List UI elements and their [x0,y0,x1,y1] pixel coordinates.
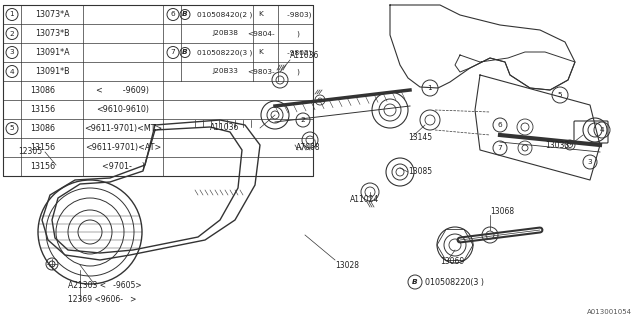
Text: A11036: A11036 [290,51,319,60]
Text: ): ) [291,30,301,37]
Text: 3: 3 [10,50,14,55]
Text: 4: 4 [10,68,14,75]
Text: J20B33: J20B33 [212,68,238,75]
Bar [3,5,313,176]
Text: 010508220(3 ): 010508220(3 ) [425,277,484,286]
Text: A7068: A7068 [296,142,321,151]
Text: B: B [412,279,418,285]
Text: 13156: 13156 [31,105,56,114]
Text: <9701-    ): <9701- ) [102,162,145,171]
Text: 7: 7 [498,145,502,151]
Text: 13085: 13085 [408,167,432,177]
Text: 010508220(3 ): 010508220(3 ) [197,49,253,56]
Text: 1: 1 [428,85,433,91]
Text: A11036: A11036 [210,124,239,132]
Text: 13068: 13068 [490,207,514,217]
Text: B: B [182,50,188,55]
Text: 13086: 13086 [31,86,56,95]
Text: <9611-9701)<AT>: <9611-9701)<AT> [85,143,161,152]
Text: A21303 <   -9605>: A21303 < -9605> [68,281,141,290]
Text: 13145: 13145 [408,132,432,141]
Text: 010508420(2 ): 010508420(2 ) [197,11,253,18]
Text: 13156: 13156 [31,162,56,171]
Text: K: K [259,12,264,18]
Text: 12305: 12305 [18,148,42,156]
Text: 5: 5 [10,125,14,132]
Text: <9804-: <9804- [247,30,275,36]
Text: 2: 2 [10,30,14,36]
Text: <9611-9701)<MT>: <9611-9701)<MT> [84,124,162,133]
Text: 2: 2 [301,117,305,123]
Text: <9610-9610): <9610-9610) [97,105,150,114]
Text: <9803-: <9803- [247,68,275,75]
Text: 13028: 13028 [335,260,359,269]
Text: -9803): -9803) [280,11,311,18]
Text: -9802): -9802) [280,49,311,56]
Text: K: K [259,50,264,55]
Text: A11024: A11024 [350,196,380,204]
Text: 13069: 13069 [440,258,464,267]
Text: 13156: 13156 [31,143,56,152]
Text: B: B [182,12,188,18]
Text: 13086: 13086 [31,124,56,133]
Text: 6: 6 [498,122,502,128]
Text: ): ) [291,68,301,75]
Text: 6: 6 [171,12,175,18]
Text: 4: 4 [600,127,604,133]
Text: 13091*B: 13091*B [35,67,69,76]
Text: J20B38: J20B38 [212,30,238,36]
Text: 12369 <9606-   >: 12369 <9606- > [68,295,136,305]
Text: 5: 5 [557,92,563,98]
Text: 13033: 13033 [545,140,569,149]
Text: 1: 1 [10,12,14,18]
Text: 13073*B: 13073*B [35,29,69,38]
Text: <        -9609): < -9609) [97,86,150,95]
Text: 3: 3 [588,159,592,165]
Text: 13073*A: 13073*A [35,10,69,19]
Text: A013001054: A013001054 [587,309,632,315]
Text: 13091*A: 13091*A [35,48,69,57]
Text: 7: 7 [171,50,175,55]
